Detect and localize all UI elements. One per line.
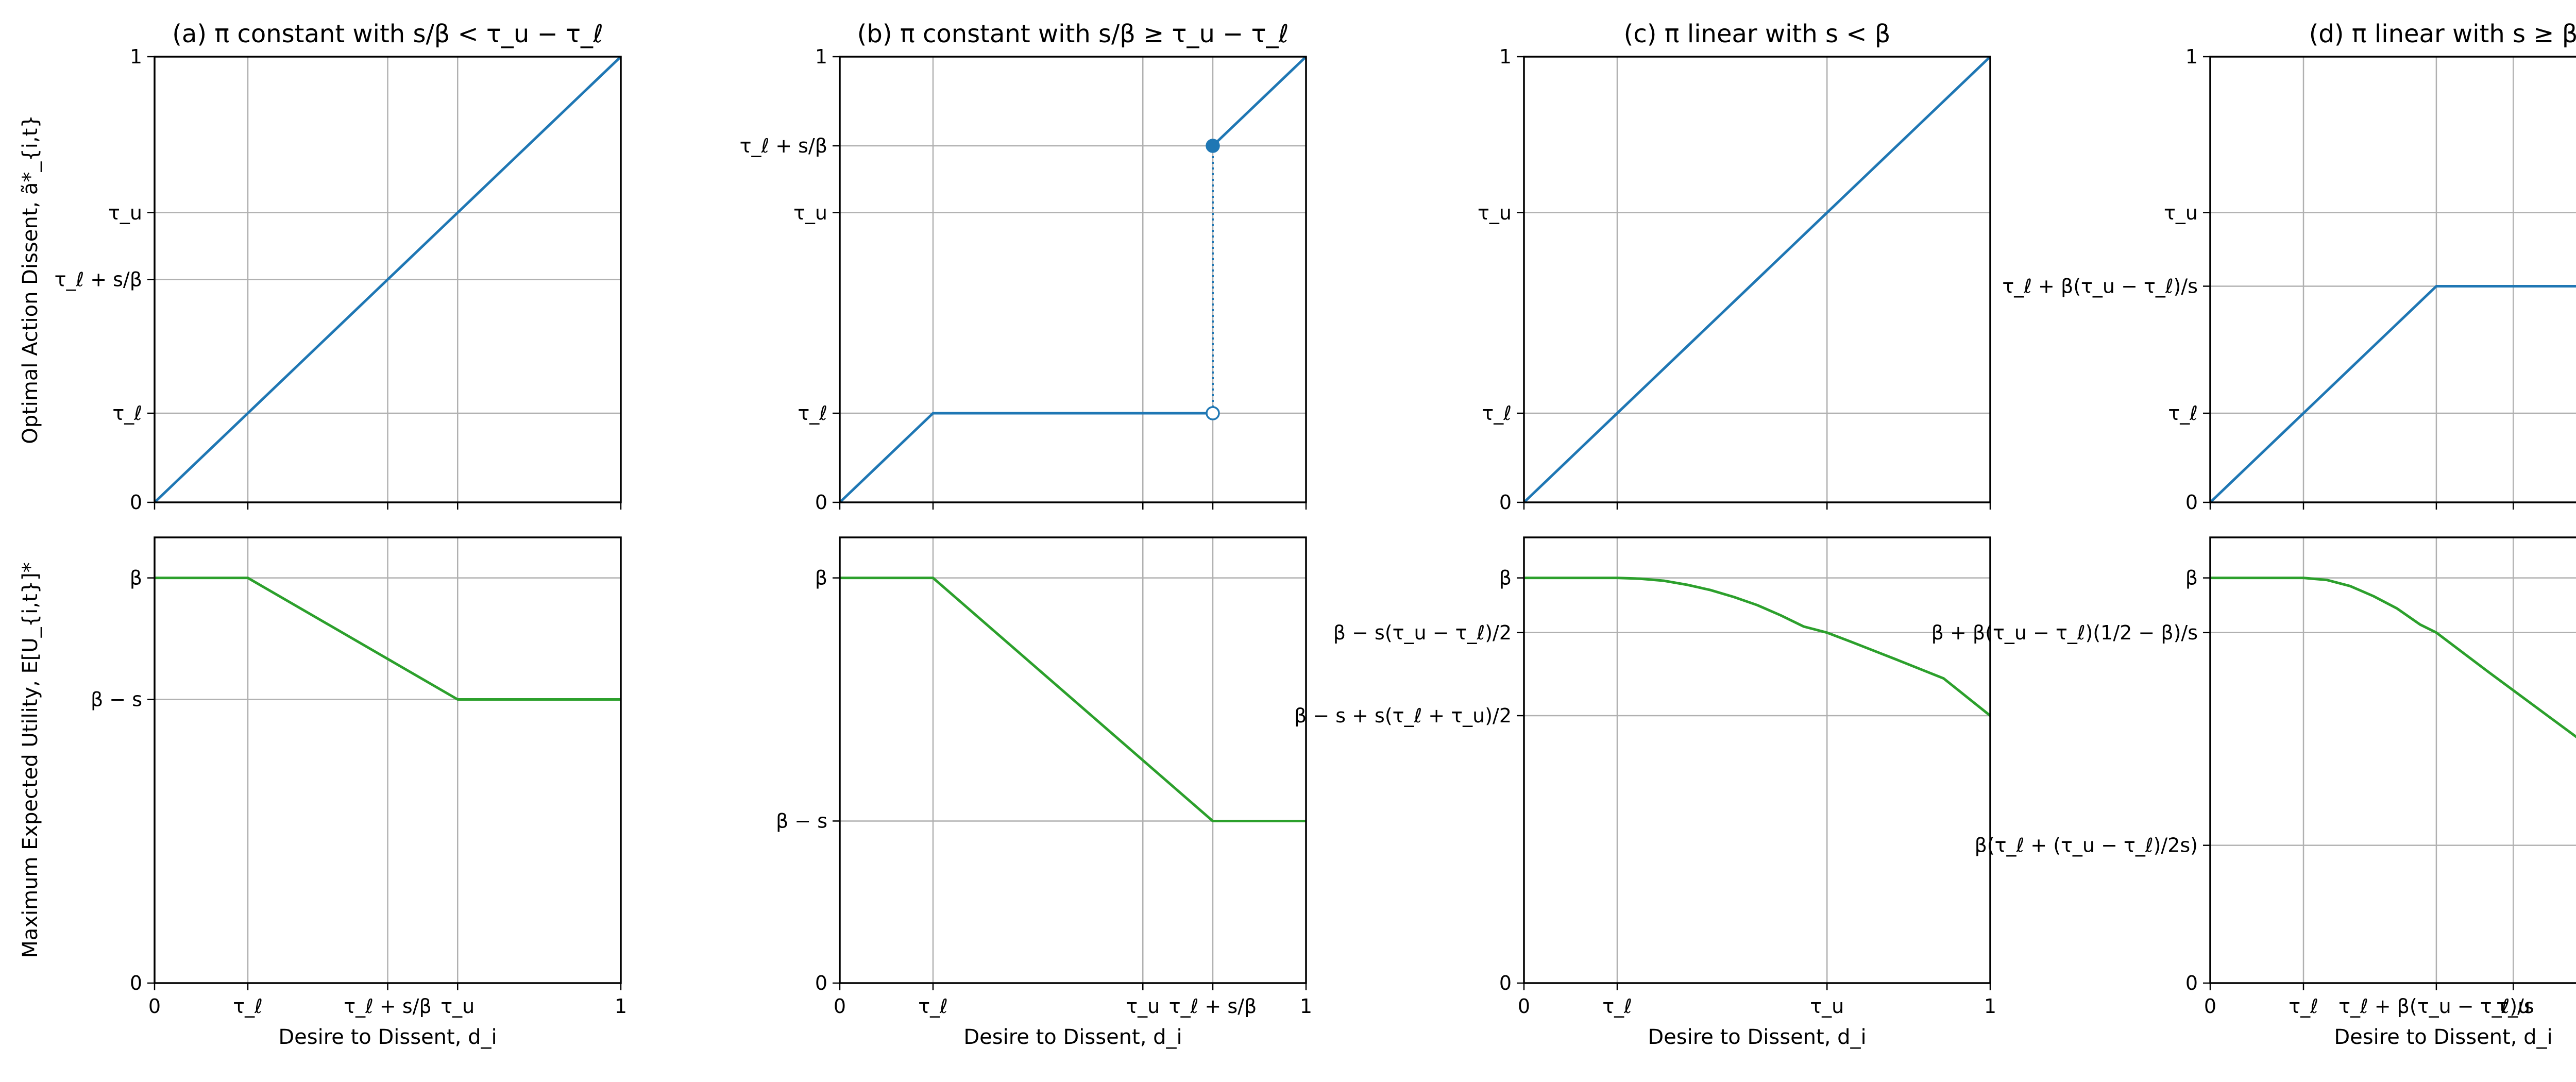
series-line	[1523, 56, 1991, 503]
x-tick-label: 0	[834, 995, 846, 1018]
y-tick-label: 0	[130, 491, 142, 514]
panel-c-top: 0 τ_ℓ τ_u 1 (c) π linear with s < β	[1478, 20, 1991, 514]
x-tick-label: τ_ℓ	[918, 995, 948, 1018]
x-axis-label: Desire to Dissent, d_i	[278, 1025, 497, 1049]
axes-frame	[839, 536, 1307, 984]
x-tick-label: 0	[1518, 995, 1530, 1018]
y-tick-label: τ_ℓ	[798, 402, 827, 425]
y-tick-label: τ_u	[108, 201, 142, 224]
x-axis-label: Desire to Dissent, d_i	[963, 1025, 1182, 1049]
series-line	[839, 412, 1213, 503]
panel-b-top: 0 τ_ℓ τ_u τ_ℓ + s/β 1 (b) π constant with s/β…	[740, 20, 1307, 514]
y-axis-label: Optimal Action Dissent, ã*_{i,t}	[19, 115, 42, 444]
panel-d-bottom: 0 τ_ℓ τ_ℓ + β(τ_u − τ_ℓ)/sτ_u 1 0 β(τ_ℓ + (τ_…	[1931, 536, 2576, 1049]
y-tick-label: 1	[1499, 45, 1512, 68]
x-tick-label: τ_ℓ + s/β	[344, 995, 431, 1018]
y-tick-label: τ_ℓ + s/β	[740, 134, 827, 157]
y-tick-label: τ_u	[793, 201, 827, 224]
x-tick-label: τ_u	[1126, 995, 1160, 1018]
x-tick-label: τ_u	[1810, 995, 1844, 1018]
y-tick-label: τ_ℓ + s/β	[55, 268, 142, 291]
panel-title: (a) π constant with s/β < τ_u − τ_ℓ	[172, 20, 603, 48]
y-tick-label: β − s(τ_u − τ_ℓ)/2	[1333, 621, 1512, 644]
y-tick-label: β	[130, 567, 142, 589]
panel-title: (b) π constant with s/β ≥ τ_u − τ_ℓ	[857, 20, 1289, 48]
series-line	[2210, 577, 2576, 738]
closed-point-marker	[1206, 139, 1220, 153]
y-tick-label: β + β(τ_u − τ_ℓ)(1/2 − β)/s	[1931, 621, 2198, 644]
y-tick-label: β	[815, 567, 827, 589]
y-tick-label: β − s	[91, 688, 142, 711]
x-tick-label: 1	[615, 995, 627, 1018]
x-axis-label: Desire to Dissent, d_i	[2334, 1025, 2552, 1049]
y-tick-label: τ_ℓ	[2168, 402, 2198, 425]
x-tick-label: 1	[1984, 995, 1996, 1018]
panel-title: (c) π linear with s < β	[1624, 20, 1891, 48]
x-tick-label: τ_u	[440, 995, 474, 1018]
panel-b-bottom: 0 τ_ℓ τ_u τ_ℓ + s/β 1 0 β − s β Desire to Dissen…	[776, 536, 1312, 1049]
y-tick-label: β	[1499, 567, 1512, 589]
axes-frame	[1523, 56, 1991, 503]
y-tick-label: 0	[815, 972, 827, 994]
y-tick-label: τ_ℓ + β(τ_u − τ_ℓ)/s	[2002, 275, 2198, 297]
x-tick-label: 0	[2204, 995, 2216, 1018]
panel-a-bottom: 0 τ_ℓ τ_ℓ + s/β τ_u 1 0 β − s β Desire to Dissen…	[19, 536, 627, 1049]
series-line	[2209, 285, 2576, 503]
y-tick-label: 0	[1499, 972, 1512, 994]
y-tick-label: τ_u	[2164, 201, 2198, 224]
series-line	[1212, 56, 1307, 147]
y-tick-label: τ_ℓ	[1482, 402, 1512, 425]
y-tick-label: β(τ_ℓ + (τ_u − τ_ℓ)/2s)	[1975, 834, 2198, 857]
x-tick-label: 1	[1300, 995, 1312, 1018]
y-tick-label: τ_u	[1478, 201, 1512, 224]
y-tick-label: 0	[2185, 972, 2198, 994]
panel-d-top: 0 τ_ℓ τ_ℓ + β(τ_u − τ_ℓ)/s τ_u 1 (d) π linear…	[2002, 20, 2576, 514]
x-tick-label: τ_u	[2496, 995, 2530, 1018]
x-tick-label: τ_ℓ + β(τ_u − τ_ℓ)/s	[2338, 995, 2534, 1018]
y-axis-label: Maximum Expected Utility, E[U_{i,t}]*	[19, 562, 42, 958]
y-tick-label: 0	[815, 491, 827, 514]
axes-frame	[2209, 56, 2576, 503]
y-tick-label: 1	[130, 45, 142, 68]
series-line	[155, 577, 621, 701]
series-line	[1524, 577, 1991, 717]
x-tick-label: τ_ℓ + s/β	[1169, 995, 1257, 1018]
axes-frame	[1523, 536, 1991, 984]
axes-frame	[2209, 536, 2576, 984]
panel-c-bottom: 0 τ_ℓ τ_u 1 0 β − s + s(τ_ℓ + τ_u)/2 β − s(τ_u…	[1294, 536, 1996, 1049]
y-tick-label: β − s	[776, 809, 827, 832]
y-tick-label: β − s + s(τ_ℓ + τ_u)/2	[1294, 704, 1512, 727]
panel-title: (d) π linear with s ≥ β	[2309, 20, 2576, 48]
y-tick-label: 0	[2185, 491, 2198, 514]
y-tick-label: 1	[815, 45, 827, 68]
x-tick-label: τ_ℓ	[233, 995, 263, 1018]
y-tick-label: 0	[1499, 491, 1512, 514]
x-axis-label: Desire to Dissent, d_i	[1648, 1025, 1866, 1049]
y-tick-label: τ_ℓ	[112, 402, 142, 425]
open-point-marker	[1206, 406, 1220, 420]
y-tick-label: 0	[130, 972, 142, 994]
x-tick-label: τ_ℓ	[1602, 995, 1632, 1018]
x-tick-label: τ_ℓ	[2289, 995, 2318, 1018]
panel-a-top: 0 τ_ℓ τ_ℓ + s/β τ_u 1 (a) π constant with s/β…	[19, 20, 622, 514]
y-tick-label: β	[2185, 567, 2198, 589]
x-tick-label: 0	[148, 995, 161, 1018]
axes-frame	[839, 56, 1307, 503]
y-tick-label: 1	[2185, 45, 2198, 68]
series-line	[154, 56, 622, 503]
series-line	[840, 577, 1306, 822]
